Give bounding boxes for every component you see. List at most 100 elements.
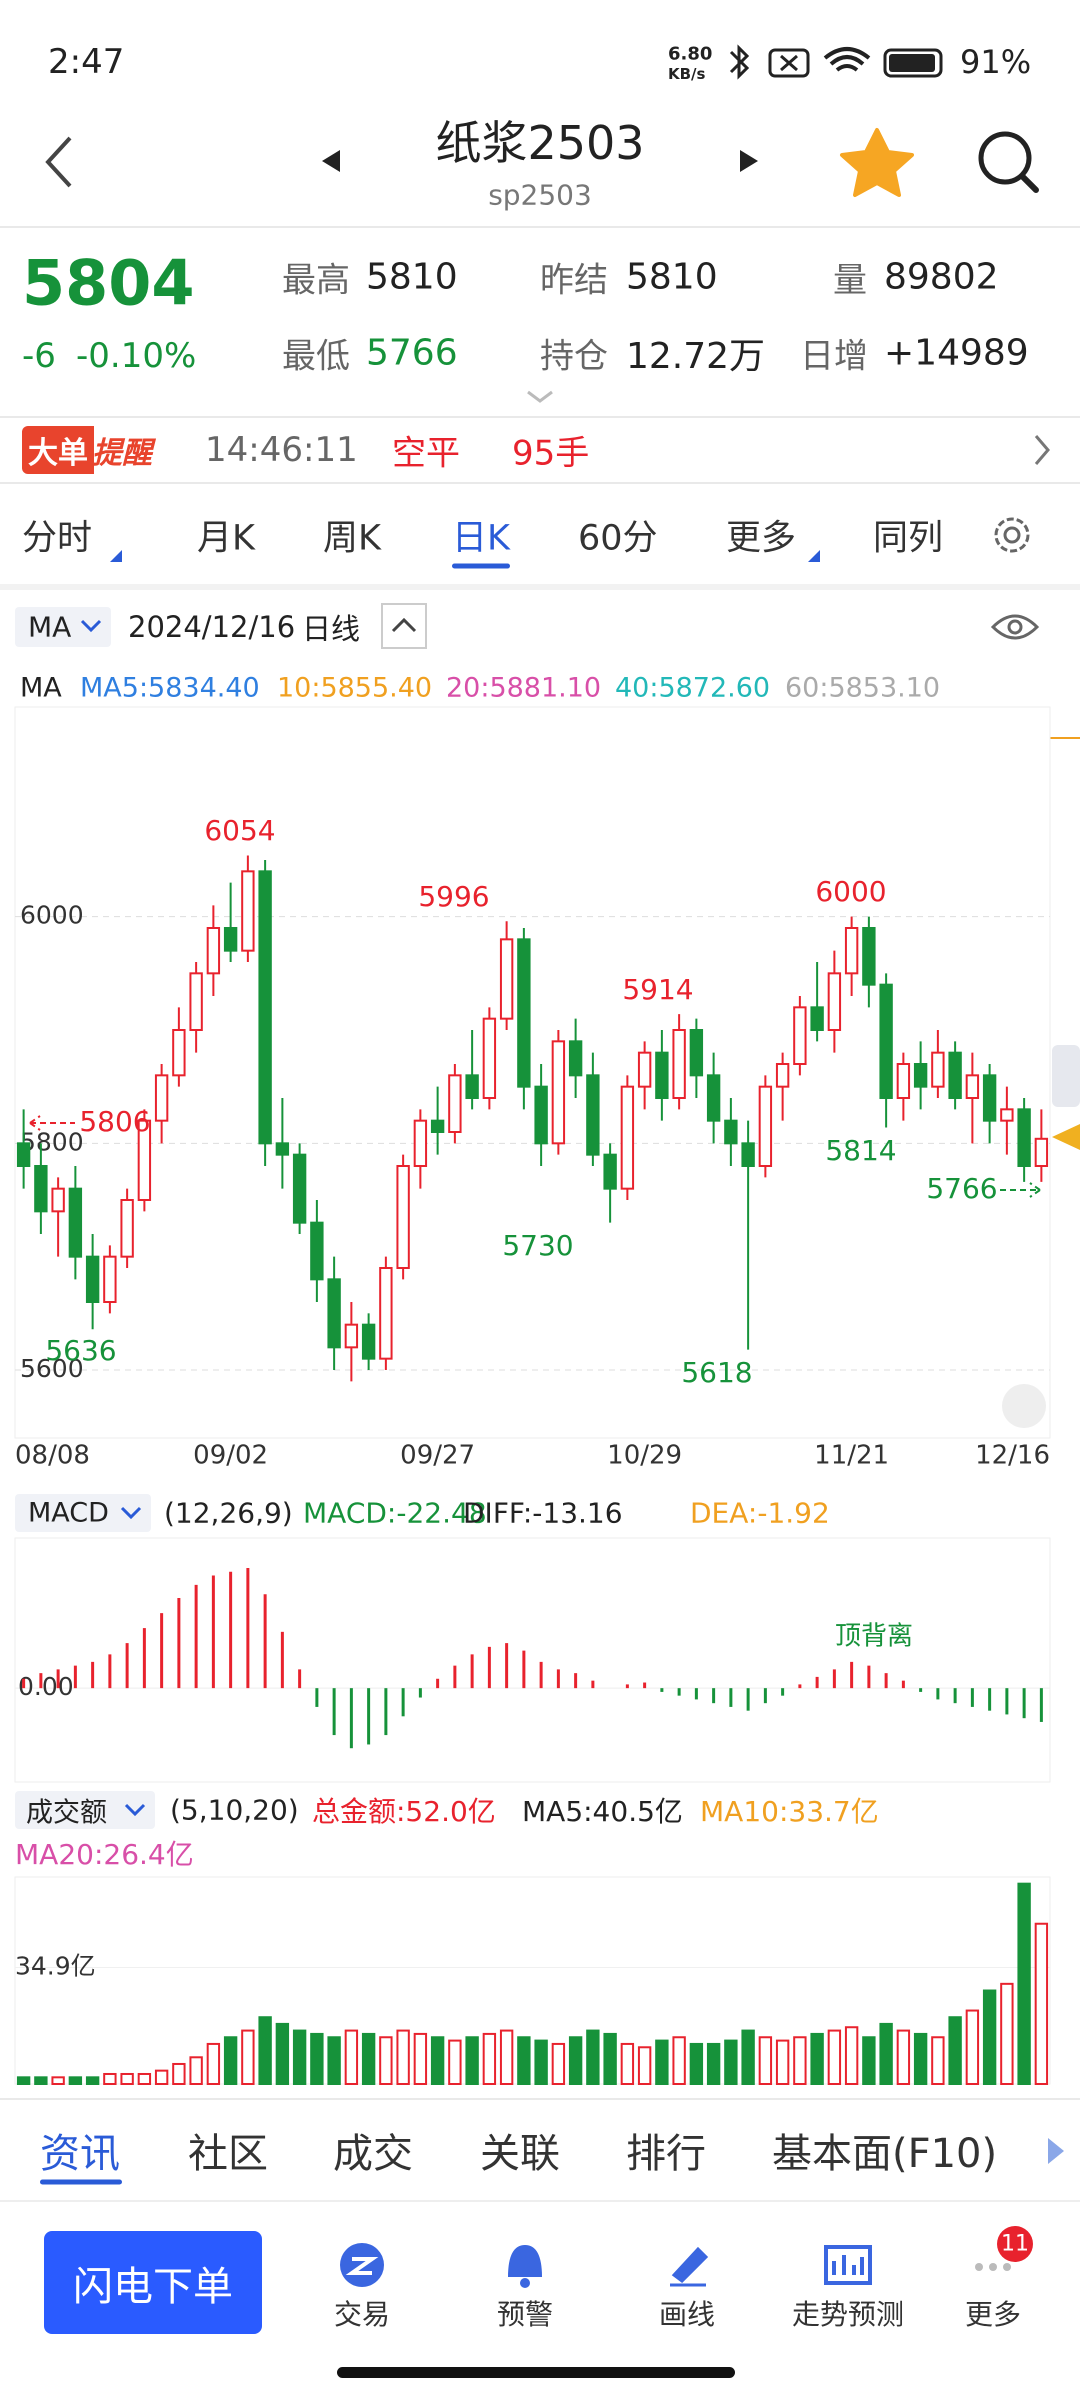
nav-item[interactable]: 走势预测: [791, 2298, 904, 2331]
y-tick-label: 5800: [20, 1127, 84, 1156]
search-handle: [1019, 173, 1039, 193]
macd-diff: DIFF:-13.16: [463, 1496, 623, 1530]
battery-level: [889, 54, 935, 72]
info-tab[interactable]: 资讯: [40, 2131, 120, 2177]
volume-bar: [672, 2036, 686, 2085]
candle-body: [103, 1255, 117, 1303]
trade-icon-mark: [345, 2257, 379, 2275]
candle-body: [568, 1040, 583, 1077]
period-tab[interactable]: 月K: [197, 518, 255, 559]
candle-body: [361, 1323, 376, 1360]
macd-params: (12,26,9): [164, 1496, 293, 1530]
price-annotation: 5730: [502, 1229, 573, 1262]
x-tick-label: 11/21: [814, 1441, 889, 1471]
favorite-star[interactable]: [840, 128, 914, 197]
nav-item[interactable]: 画线: [658, 2298, 715, 2331]
candle-body: [16, 1142, 31, 1168]
prev-contract[interactable]: [322, 150, 340, 172]
select-arrow: [124, 1803, 146, 1817]
candle-body: [1017, 1108, 1031, 1168]
alarm-icon-dot: [520, 2278, 530, 2288]
volume-bar: [517, 2036, 531, 2085]
info-tab[interactable]: 成交: [333, 2131, 413, 2177]
candle-body: [327, 1278, 341, 1349]
price-annotation: 6054: [204, 814, 275, 847]
alert-more[interactable]: [1030, 432, 1054, 468]
volume-bar: [620, 2042, 635, 2085]
candle-body: [896, 1063, 911, 1099]
volume-bar: [551, 2042, 566, 2085]
info-tab[interactable]: 排行: [626, 2131, 706, 2177]
candle-body: [396, 1165, 410, 1269]
volume-bar: [655, 2039, 669, 2086]
period-tab[interactable]: 60分: [578, 518, 658, 559]
sim-x: [780, 54, 798, 72]
volume-bar: [913, 2032, 928, 2085]
candle-body: [51, 1187, 65, 1213]
home-indicator: [337, 2367, 735, 2378]
nav-item[interactable]: 更多: [964, 2298, 1021, 2331]
volume-bar: [68, 2076, 83, 2085]
divider: [0, 416, 1080, 418]
candle-body: [603, 1153, 617, 1190]
contract-code: sp2503: [488, 178, 592, 212]
period-tab[interactable]: 同列: [873, 518, 944, 559]
period-tab[interactable]: 更多: [726, 518, 797, 559]
nav-item[interactable]: 预警: [496, 2298, 553, 2331]
alert-badge-text: 提醒: [92, 436, 152, 471]
volume-bar: [413, 2032, 428, 2085]
volume-bar: [793, 2036, 807, 2085]
candle-body: [517, 938, 531, 1088]
divider: [0, 584, 1080, 590]
tabs-more[interactable]: [1044, 2134, 1068, 2168]
search-button[interactable]: [978, 131, 1032, 185]
candle-body: [379, 1267, 393, 1360]
divider: [0, 482, 1080, 484]
contract-title: 纸浆2503: [435, 116, 645, 170]
period-tab[interactable]: 周K: [323, 518, 381, 559]
volume-bar: [982, 1989, 997, 2085]
collapse-button[interactable]: [381, 603, 427, 649]
volume-bar: [568, 2036, 583, 2085]
volume-bar: [327, 2036, 341, 2085]
price-change: -6: [22, 336, 56, 376]
order-button[interactable]: [44, 2231, 262, 2334]
x-tick-label: 08/08: [15, 1441, 90, 1471]
volume-bar: [810, 2032, 824, 2085]
wifi-icon: [823, 47, 871, 72]
info-tab[interactable]: 关联: [480, 2131, 560, 2177]
period-tab[interactable]: 分时: [22, 518, 93, 559]
expand-chevron[interactable]: [524, 388, 556, 406]
nav-item[interactable]: 交易: [333, 2298, 390, 2331]
next-contract[interactable]: [740, 150, 758, 172]
fullscreen-button[interactable]: [1002, 1384, 1046, 1428]
x-tick-label: 09/02: [193, 1441, 268, 1471]
volume-bar: [206, 2042, 221, 2085]
volume-bar: [965, 2009, 980, 2085]
visibility-button[interactable]: [990, 610, 1040, 644]
macd-note: 顶背离: [835, 1622, 913, 1652]
info-tab[interactable]: 基本面(F10): [772, 2131, 998, 2177]
volume-bar: [534, 2039, 548, 2086]
volume-total: 总金额:52.0亿: [312, 1795, 496, 1828]
volume-bar: [448, 2039, 462, 2086]
candle-body: [551, 1040, 566, 1145]
side-handle[interactable]: [1052, 1045, 1080, 1107]
volume-bar: [706, 2042, 721, 2085]
info-tab[interactable]: 社区: [188, 2131, 268, 2177]
volume-bar: [827, 2029, 842, 2086]
field-value: 89802: [884, 256, 999, 298]
candle-body: [758, 1085, 773, 1167]
candle-body: [689, 1029, 704, 1077]
candle-body: [827, 972, 842, 1031]
charts: 5600 5800 6000 08/08 09/02 09/27 10/29 11/21 12/…: [14, 706, 1080, 2086]
period-tab[interactable]: 日K: [452, 518, 510, 559]
field-label: 持仓: [540, 336, 608, 377]
candle-body: [862, 927, 876, 986]
price-annotation: 5636: [45, 1334, 116, 1367]
candle-body: [206, 927, 221, 975]
settings-button[interactable]: [990, 513, 1034, 557]
volume-bar: [862, 2036, 876, 2085]
back-button[interactable]: [45, 136, 72, 188]
volume-ma20: MA20:26.4亿: [15, 1838, 194, 1871]
